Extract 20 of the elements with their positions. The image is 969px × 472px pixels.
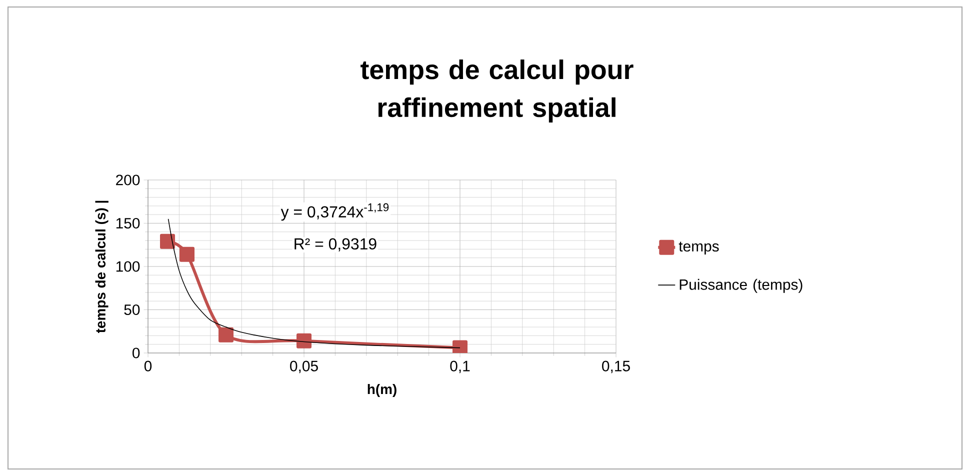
y-tick-label: 50 bbox=[124, 304, 140, 316]
x-axis-title: h(m) bbox=[368, 384, 396, 397]
point bbox=[160, 234, 176, 249]
legend-label: Puissance (temps) bbox=[680, 278, 802, 293]
point bbox=[180, 246, 195, 262]
chart-title: temps de calcul pour raffinement spatial bbox=[360, 60, 634, 122]
annotation: R² = 0,9319 bbox=[294, 238, 376, 252]
x-tick-label: 0 bbox=[144, 360, 152, 372]
point bbox=[296, 333, 312, 348]
y-tick-label: 150 bbox=[116, 218, 140, 229]
x-tick-label: 0,1 bbox=[450, 360, 470, 374]
x-tick-label: 0,15 bbox=[602, 360, 630, 374]
legend-label: temps bbox=[678, 242, 719, 255]
y-axis-title: temps de calcul (s) | bbox=[95, 200, 108, 333]
y-tick-label: 0 bbox=[132, 348, 140, 358]
annotation: y = 0,3724x$^{-1,19}$ bbox=[280, 203, 389, 221]
x-tick-label: 0,05 bbox=[290, 360, 318, 374]
y-tick-label: 100 bbox=[116, 261, 140, 272]
point bbox=[218, 327, 234, 342]
y-tick-label: 200 bbox=[116, 174, 140, 186]
